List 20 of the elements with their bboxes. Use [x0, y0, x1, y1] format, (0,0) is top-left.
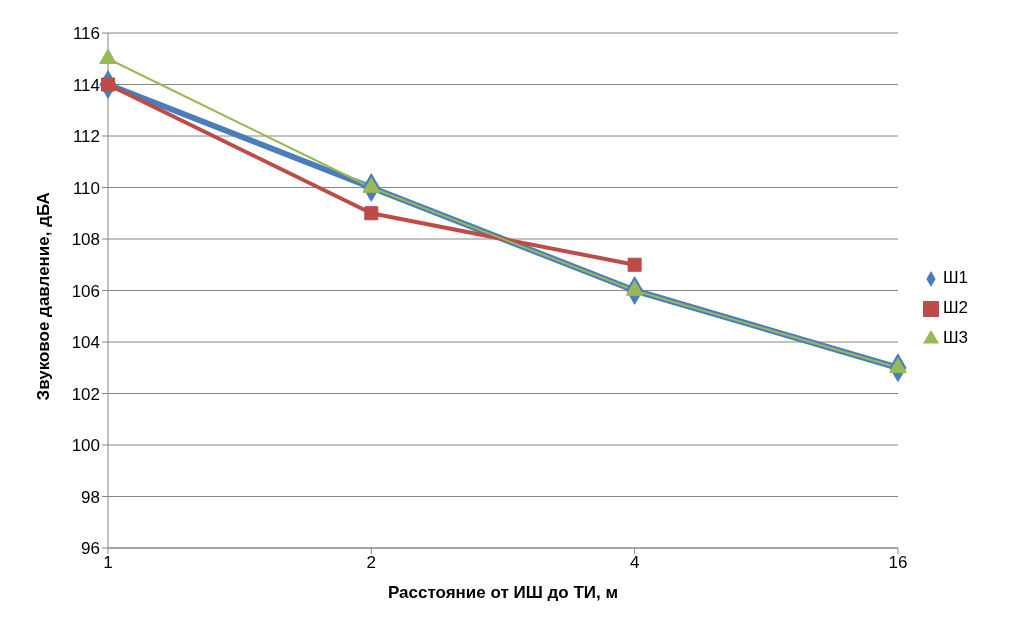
- legend-label: Ш2: [942, 298, 968, 317]
- y-tick-label: 114: [72, 75, 100, 95]
- x-tick-label: 4: [629, 553, 640, 573]
- y-tick-label: 100: [71, 436, 100, 456]
- y-tick-label: 112: [72, 127, 100, 147]
- legend-label: Ш3: [942, 328, 968, 347]
- y-tick-label: 102: [71, 384, 100, 404]
- y-axis-title: Звуковое давление, дБА: [34, 192, 54, 401]
- x-tick-label: 1: [103, 553, 113, 573]
- y-tick-label: 108: [71, 230, 100, 250]
- y-tick-label: 96: [81, 539, 100, 559]
- y-tick-label: 104: [71, 333, 100, 353]
- x-tick-label: 16: [888, 553, 908, 573]
- y-tick-label: 106: [71, 281, 100, 301]
- y-tick-label: 110: [72, 178, 100, 198]
- legend-label: Ш1: [942, 268, 968, 287]
- x-tick-label: 2: [366, 553, 377, 573]
- y-tick-label: 116: [72, 24, 100, 44]
- y-tick-label: 98: [81, 487, 100, 507]
- x-axis-title: Расстояние от ИШ до ТИ, м: [387, 583, 619, 602]
